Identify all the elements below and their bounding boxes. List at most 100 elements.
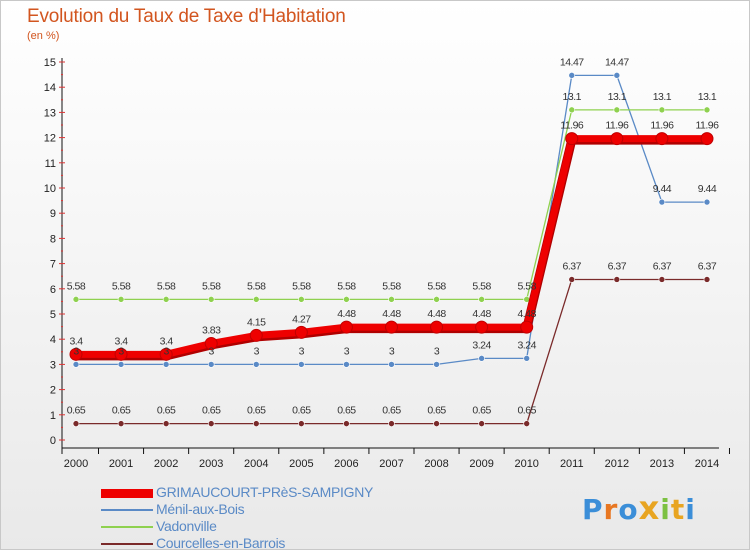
data-label: 3 xyxy=(254,345,260,357)
data-label: 0.65 xyxy=(112,405,131,417)
y-tick-label: 0 xyxy=(50,435,56,447)
data-label: 5.58 xyxy=(472,280,491,292)
data-label: 9.44 xyxy=(698,183,717,195)
logo-letter: i xyxy=(660,493,671,526)
data-point xyxy=(159,347,173,361)
data-point xyxy=(388,296,395,303)
data-point xyxy=(162,420,170,427)
data-point xyxy=(613,72,621,79)
data-point xyxy=(343,296,350,303)
y-tick-label: 7 xyxy=(50,259,56,271)
legend-label: Courcelles-en-Barrois xyxy=(156,535,286,550)
data-label: 5.58 xyxy=(157,280,176,292)
data-label: 3 xyxy=(73,345,79,357)
y-tick-label: 2 xyxy=(50,385,56,397)
data-label: 0.65 xyxy=(157,405,176,417)
data-point xyxy=(339,320,353,334)
data-label: 4.48 xyxy=(427,308,446,320)
data-point xyxy=(117,296,125,303)
data-point xyxy=(298,361,305,368)
data-label: 3.4 xyxy=(160,335,174,347)
data-point xyxy=(703,198,711,206)
data-point xyxy=(610,132,624,146)
data-point xyxy=(523,420,531,427)
data-point xyxy=(117,361,125,368)
data-label: 9.44 xyxy=(653,183,672,195)
data-label: 13.1 xyxy=(563,91,582,103)
legend-label: GRIMAUCOURT-PRèS-SAMPIGNY xyxy=(156,484,374,500)
data-label: 5.58 xyxy=(382,280,401,292)
data-label: 0.65 xyxy=(202,405,221,417)
data-label: 4.48 xyxy=(472,308,491,320)
data-point xyxy=(388,361,395,368)
data-label: 0.65 xyxy=(382,405,401,417)
y-tick-label: 6 xyxy=(50,284,56,296)
data-point xyxy=(294,325,308,339)
data-point xyxy=(568,106,576,114)
data-point xyxy=(613,106,621,114)
data-point xyxy=(433,420,440,427)
data-point xyxy=(72,420,80,427)
legend-swatch xyxy=(101,509,153,511)
data-label: 4.27 xyxy=(292,313,311,325)
data-point xyxy=(343,420,350,427)
data-label: 4.48 xyxy=(382,308,401,320)
data-point xyxy=(523,355,531,362)
data-label: 3 xyxy=(118,345,124,357)
data-point xyxy=(72,296,80,303)
data-label: 11.96 xyxy=(650,120,674,132)
data-point xyxy=(69,347,83,361)
data-point xyxy=(658,198,666,206)
x-tick-label: 2010 xyxy=(514,458,538,470)
data-label: 3.24 xyxy=(517,339,536,351)
data-point xyxy=(703,106,711,114)
data-point xyxy=(162,296,170,303)
x-tick-label: 2004 xyxy=(244,458,268,470)
y-tick-label: 3 xyxy=(50,359,56,371)
legend-label: Ménil-aux-Bois xyxy=(156,501,245,517)
data-point xyxy=(72,361,80,368)
data-label: 6.37 xyxy=(653,260,672,272)
legend-swatch xyxy=(101,488,153,498)
x-tick-label: 2008 xyxy=(424,458,448,470)
data-label: 0.65 xyxy=(472,405,491,417)
data-point xyxy=(433,296,440,303)
data-point xyxy=(478,420,485,427)
data-point xyxy=(298,420,305,427)
data-label: 13.1 xyxy=(653,91,672,103)
x-tick-label: 2000 xyxy=(64,458,88,470)
logo-letter: i xyxy=(685,493,696,526)
x-tick-label: 2006 xyxy=(334,458,358,470)
x-tick-label: 2001 xyxy=(109,458,133,470)
data-point xyxy=(252,361,260,368)
data-label: 14.47 xyxy=(605,56,629,68)
data-point xyxy=(658,276,666,283)
unit-label: (en %) xyxy=(27,30,60,42)
data-point xyxy=(475,320,489,334)
data-label: 3.4 xyxy=(69,335,83,347)
data-point xyxy=(117,420,125,427)
data-label: 3.24 xyxy=(472,339,491,351)
data-label: 11.96 xyxy=(695,120,719,132)
data-point xyxy=(252,296,260,303)
chart-title: Evolution du Taux de Taxe d'Habitation xyxy=(27,6,346,27)
data-point xyxy=(520,320,534,334)
data-label: 5.58 xyxy=(427,280,446,292)
data-label: 3 xyxy=(344,345,350,357)
data-label: 3 xyxy=(389,345,395,357)
data-point xyxy=(655,132,669,146)
x-tick-label: 2002 xyxy=(154,458,178,470)
data-point xyxy=(478,355,485,362)
legend-swatch xyxy=(101,526,153,528)
logo-letter: r xyxy=(603,493,619,526)
logo-letter: x xyxy=(638,489,661,527)
data-label: 4.48 xyxy=(337,308,356,320)
data-point xyxy=(613,276,621,283)
logo-letter: P xyxy=(582,493,604,526)
data-point xyxy=(298,296,305,303)
y-tick-label: 15 xyxy=(44,57,56,69)
x-tick-label: 2003 xyxy=(199,458,223,470)
data-label: 3 xyxy=(299,345,305,357)
data-label: 5.58 xyxy=(337,280,356,292)
